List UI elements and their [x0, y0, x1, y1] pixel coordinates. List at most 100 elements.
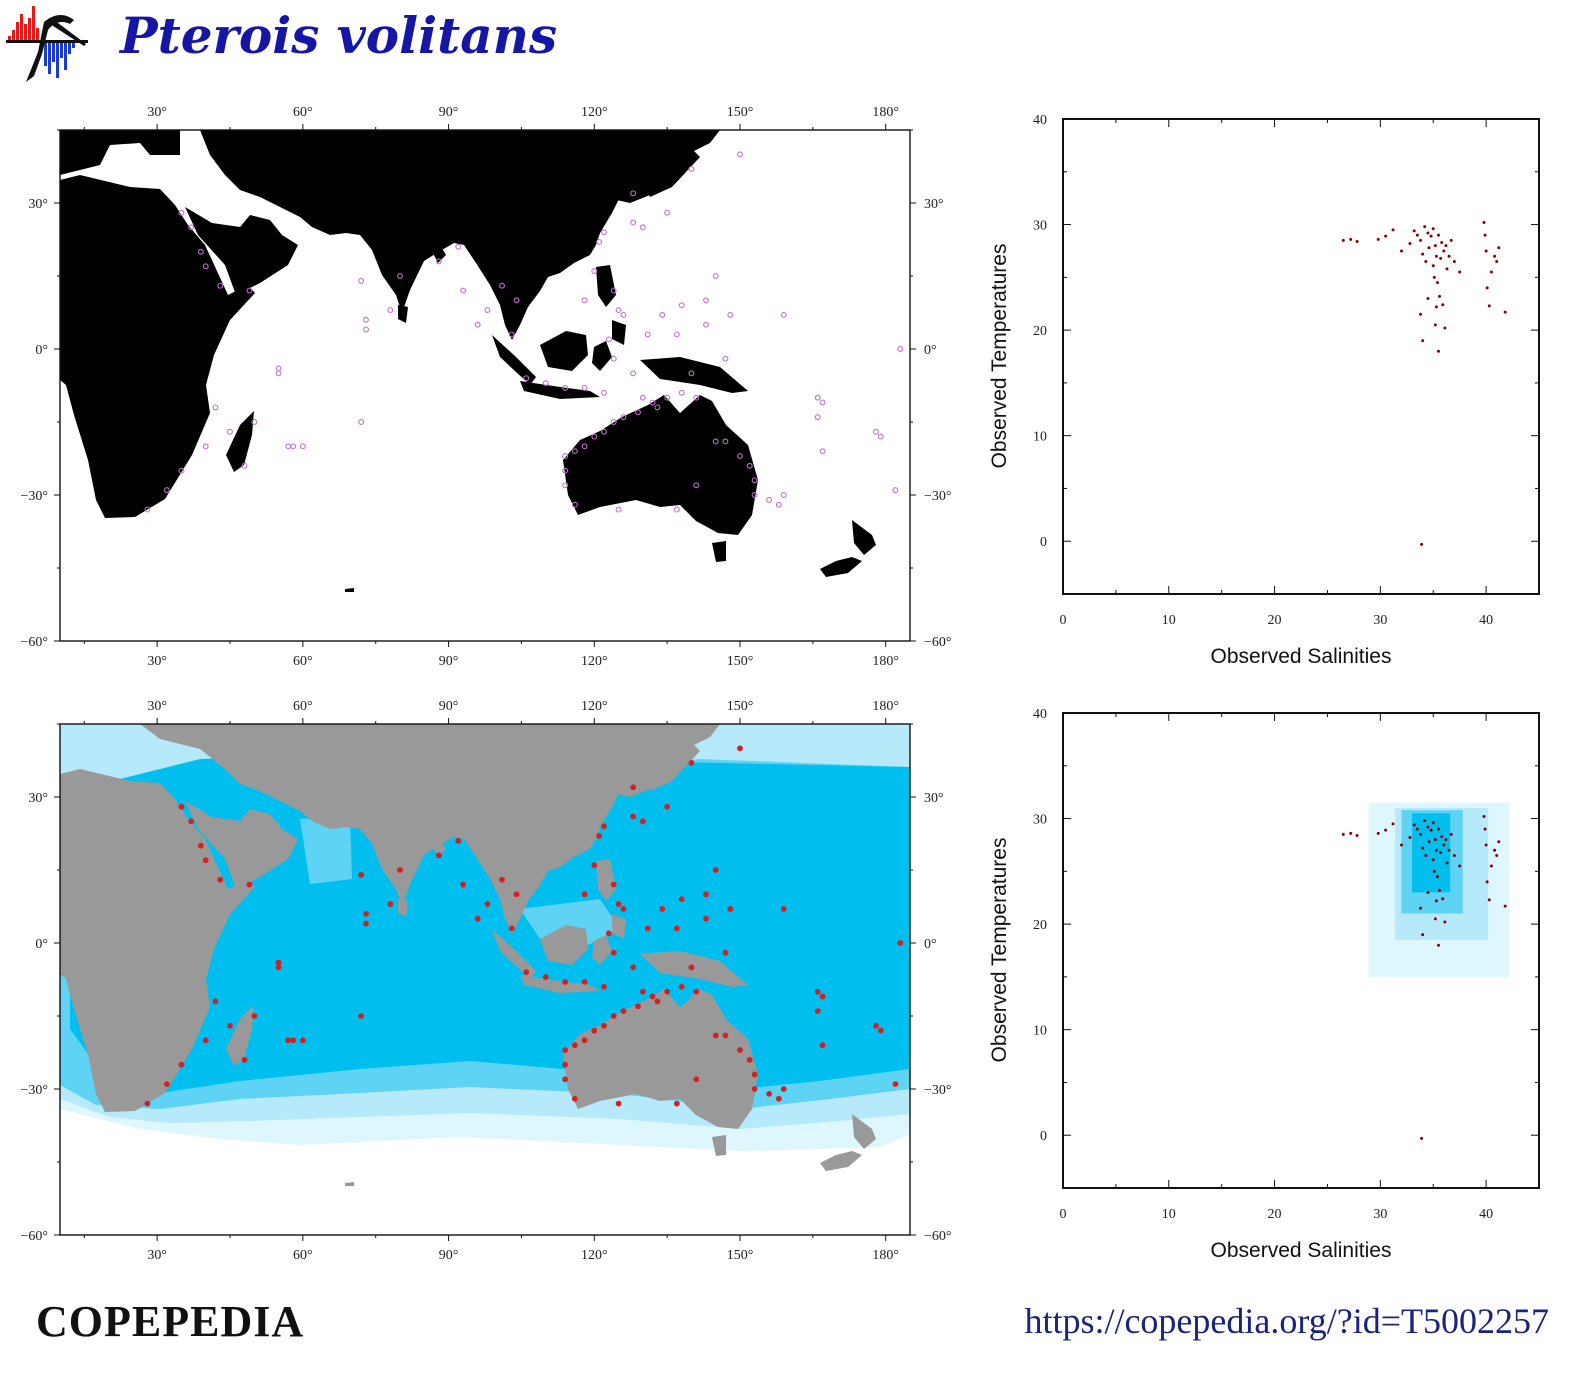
x-tick-label-top: 90°	[439, 699, 459, 714]
occurrence-point	[635, 1003, 641, 1010]
occurrence-point	[630, 190, 637, 197]
occurrence-point	[581, 297, 588, 304]
footer-url-link[interactable]: https://copepedia.org/?id=T5002257	[1024, 1301, 1549, 1341]
ts-point	[1445, 861, 1449, 865]
occurrence-point	[435, 852, 442, 859]
occurrence-point	[605, 930, 612, 937]
occurrence-point	[387, 307, 394, 314]
ts-point	[1421, 933, 1425, 937]
ts-point	[1423, 225, 1427, 229]
occurrence-point	[892, 1081, 899, 1088]
occurrence-point	[397, 867, 403, 873]
occurrence-point	[693, 988, 700, 995]
ts-point	[1439, 256, 1443, 260]
occurrence-point	[358, 871, 365, 878]
ts-point	[1431, 227, 1435, 231]
ts-point	[1433, 838, 1437, 842]
occurrence-point	[644, 925, 651, 932]
y-tick-label-right: −60°	[924, 1229, 952, 1244]
occurrence-point	[397, 273, 403, 279]
y-axis-label: Observed Temperatures	[988, 838, 1011, 1063]
occurrence-point	[178, 1061, 185, 1068]
occurrence-point	[877, 1027, 884, 1034]
occurrence-point	[630, 784, 637, 791]
y-tick-label: 30	[1033, 219, 1047, 234]
occurrence-point	[363, 920, 369, 927]
occurrence-point	[246, 287, 253, 294]
occurrence-point	[591, 862, 598, 869]
occurrence-point	[620, 1008, 627, 1015]
map-frame	[59, 129, 911, 642]
occurrence-point	[513, 891, 520, 898]
ts-point	[1419, 238, 1423, 242]
x-tick-label: 30	[1373, 613, 1387, 628]
x-tick-label: 40	[1479, 613, 1493, 628]
ts-point	[1349, 831, 1353, 835]
x-tick-label: 0	[1060, 1207, 1067, 1222]
ts-point	[1440, 835, 1444, 838]
y-tick-label-right: −30°	[924, 1083, 952, 1098]
occurrence-point	[897, 346, 904, 352]
x-tick-label-bottom: 120°	[581, 1248, 608, 1263]
y-tick-label-right: −30°	[924, 489, 952, 504]
ts-point	[1487, 898, 1491, 902]
occurrence-point	[197, 248, 204, 255]
occurrence-point	[688, 370, 695, 377]
occurrence-point	[455, 243, 462, 250]
ts-point	[1493, 254, 1497, 258]
occurrence-point	[673, 1100, 680, 1107]
occurrence-point	[780, 906, 787, 912]
occurrence-map-black: 30° 30° 60° 60° 90° 90° 120° 120° 150° 150° 180° 18…	[21, 105, 952, 669]
occurrence-point	[635, 409, 641, 416]
ts-point	[1435, 875, 1439, 879]
land-mass-group	[60, 724, 876, 1186]
occurrence-point	[610, 881, 617, 888]
occurrence-point	[275, 370, 282, 377]
x-tick-label: 10	[1162, 1207, 1176, 1222]
ts-point	[1458, 864, 1462, 868]
ts-point	[1440, 241, 1444, 244]
occurrence-point	[435, 258, 442, 265]
occurrence-point	[601, 1022, 607, 1029]
ts-point	[1431, 821, 1435, 825]
occurrence-point	[615, 506, 622, 513]
ts-point	[1489, 864, 1493, 868]
occurrence-point	[601, 428, 607, 435]
occurrence-point	[513, 297, 520, 304]
ts-point	[1408, 242, 1412, 246]
occurrence-point	[780, 1086, 787, 1092]
ts-axes: 0 0 10 10 20 20 30 30 40 40	[1033, 707, 1540, 1222]
ts-point	[1424, 260, 1428, 263]
occurrence-point	[202, 443, 209, 450]
x-tick-label-top: 180°	[872, 105, 899, 120]
occurrence-point	[659, 311, 666, 318]
occurrence-point	[499, 282, 505, 289]
occurrence-point	[197, 842, 204, 849]
y-tick-label-right: −60°	[924, 635, 952, 650]
occurrence-point	[664, 394, 671, 401]
occurrence-point	[644, 331, 651, 338]
y-tick-label-left: 30°	[28, 791, 48, 806]
x-tick-label-bottom: 150°	[727, 1248, 754, 1263]
occurrence-point	[387, 901, 394, 907]
occurrence-point	[654, 404, 661, 411]
ts-point	[1427, 246, 1431, 250]
ts-point	[1426, 296, 1430, 300]
occurrence-point	[722, 949, 729, 956]
occurrence-point	[892, 487, 899, 494]
occurrence-point	[484, 307, 491, 314]
y-tick-label: 10	[1033, 1024, 1047, 1039]
x-tick-label-bottom: 60°	[293, 654, 313, 669]
x-tick-label-bottom: 180°	[872, 654, 899, 669]
occurrence-point	[693, 394, 700, 401]
occurrence-point	[601, 823, 607, 830]
occurrence-point	[212, 404, 219, 411]
ts-point	[1376, 831, 1380, 835]
occurrence-point	[610, 287, 617, 294]
occurrence-point	[188, 224, 195, 231]
ts-point	[1423, 819, 1427, 823]
ts-point	[1437, 233, 1441, 237]
ts-point	[1443, 326, 1447, 330]
ts-point	[1452, 260, 1456, 263]
y-tick-label-left: −30°	[21, 1083, 49, 1098]
